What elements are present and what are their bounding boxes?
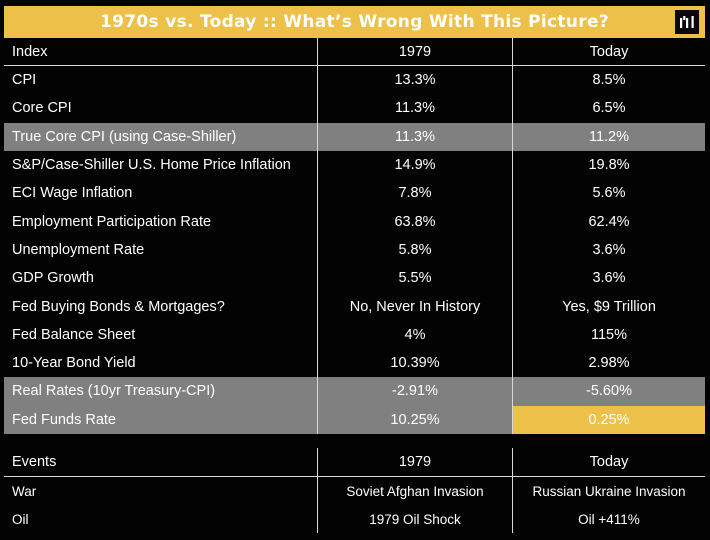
value-1979: No, Never In History <box>317 292 512 321</box>
value-1979: 11.3% <box>317 122 512 151</box>
value-today: 0.25% <box>512 405 705 434</box>
table-row: S&P/Case-Shiller U.S. Home Price Inflati… <box>4 150 705 180</box>
row-label: War <box>12 483 37 499</box>
table-row: Real Rates (10yr Treasury-CPI) -2.91% -5.6… <box>4 377 705 406</box>
row-label: 10-Year Bond Yield <box>12 355 136 372</box>
table-row: CPI 13.3% 8.5% <box>4 66 705 95</box>
value-today: 8.5% <box>512 66 705 95</box>
value-1979: 63.8% <box>317 207 512 236</box>
table-row: GDP Growth 5.5% 3.6% <box>4 264 705 293</box>
table-row: Fed Funds Rate 10.25% 0.25% <box>4 405 705 434</box>
value-1979: 14.9% <box>317 150 512 180</box>
table-row: Employment Participation Rate 63.8% 62.4% <box>4 207 705 236</box>
table-row: War Soviet Afghan Invasion Russian Ukraine… <box>4 476 705 506</box>
table-header-row: Index 1979 Today <box>4 38 705 66</box>
table-row: ECI Wage Inflation 7.8% 5.6% <box>4 179 705 208</box>
comparison-table: Index 1979 Today CPI 13.3% 8.5% Core CPI 11.… <box>4 38 705 534</box>
value-today: 5.6% <box>512 179 705 208</box>
row-label: Employment Participation Rate <box>12 213 212 230</box>
table-row: True Core CPI (using Case-Shiller) 11.3% 1… <box>4 122 705 151</box>
header-index: Index <box>12 43 48 60</box>
value-today: Oil +411% <box>512 505 705 534</box>
value-1979: 10.25% <box>317 405 512 434</box>
header-today: Today <box>512 38 705 65</box>
table-row: 10-Year Bond Yield 10.39% 2.98% <box>4 348 705 378</box>
value-today: 3.6% <box>512 235 705 265</box>
value-1979: 4% <box>317 320 512 349</box>
value-1979: 13.3% <box>317 66 512 95</box>
table-row: Fed Buying Bonds & Mortgages? No, Never I… <box>4 292 705 321</box>
row-label: ECI Wage Inflation <box>12 185 133 202</box>
row-label: CPI <box>12 72 37 89</box>
header-events: Events <box>12 453 57 470</box>
title-bar: 1970s vs. Today :: What’s Wrong With Thi… <box>4 6 705 38</box>
value-1979: Soviet Afghan Invasion <box>317 476 512 506</box>
row-label: Core CPI <box>12 100 72 117</box>
row-label: Unemployment Rate <box>12 241 145 258</box>
row-label: Fed Balance Sheet <box>12 326 136 343</box>
table-row: Oil 1979 Oil Shock Oil +411% <box>4 505 705 534</box>
row-label: GDP Growth <box>12 270 94 287</box>
value-today: 6.5% <box>512 94 705 123</box>
row-label: S&P/Case-Shiller U.S. Home Price Inflati… <box>12 157 291 174</box>
value-1979: 11.3% <box>317 94 512 123</box>
value-today: 115% <box>512 320 705 349</box>
value-today: 3.6% <box>512 264 705 293</box>
value-1979: 10.39% <box>317 348 512 378</box>
value-1979: 1979 Oil Shock <box>317 505 512 534</box>
table-row: Unemployment Rate 5.8% 3.6% <box>4 235 705 265</box>
value-today: Yes, $9 Trillion <box>512 292 705 321</box>
value-1979: -2.91% <box>317 377 512 406</box>
header-events-today: Today <box>512 447 705 476</box>
header-1979: 1979 <box>317 38 512 65</box>
table-row: Fed Balance Sheet 4% 115% <box>4 320 705 349</box>
table-spacer <box>4 434 705 448</box>
value-today: 19.8% <box>512 150 705 180</box>
page-title: 1970s vs. Today :: What’s Wrong With Thi… <box>100 12 609 32</box>
row-label: Fed Buying Bonds & Mortgages? <box>12 298 225 315</box>
value-today: -5.60% <box>512 377 705 406</box>
value-1979: 7.8% <box>317 179 512 208</box>
value-1979: 5.8% <box>317 235 512 265</box>
row-label: Real Rates (10yr Treasury-CPI) <box>12 383 216 400</box>
value-today: 62.4% <box>512 207 705 236</box>
header-events-1979: 1979 <box>317 447 512 476</box>
value-today: 11.2% <box>512 122 705 151</box>
row-label: Fed Funds Rate <box>12 411 116 428</box>
row-label: Oil <box>12 511 29 527</box>
table-row: Core CPI 11.3% 6.5% <box>4 94 705 123</box>
row-label: True Core CPI (using Case-Shiller) <box>12 128 237 145</box>
brand-logo-icon <box>675 10 699 34</box>
value-today: 2.98% <box>512 348 705 378</box>
value-today: Russian Ukraine Invasion <box>512 476 705 506</box>
events-header-row: Events 1979 Today <box>4 447 705 477</box>
value-1979: 5.5% <box>317 264 512 293</box>
